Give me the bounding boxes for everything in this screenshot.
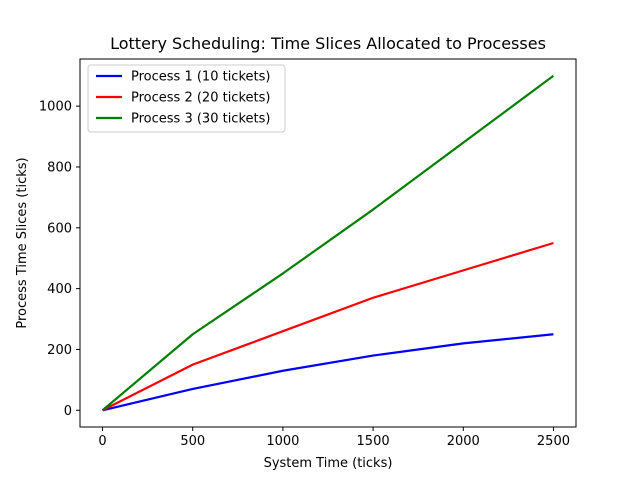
plot-frame — [79, 58, 577, 428]
series-line-process-2 — [102, 241, 554, 412]
legend-label-process-2: Process 2 (20 tickets) — [131, 91, 270, 106]
series-layer — [101, 74, 555, 412]
x-axis-ticks: 0 500 1000 1500 2000 2500 — [98, 427, 570, 449]
y-axis-label: Process Time Slices (ticks) — [15, 157, 30, 328]
x-tick-label: 2500 — [537, 434, 570, 449]
legend-label-process-3: Process 3 (30 tickets) — [131, 112, 270, 127]
x-tick-label: 1500 — [357, 434, 390, 449]
x-tick-label: 0 — [98, 434, 106, 449]
y-axis-ticks: 0 200 400 600 800 1000 — [39, 100, 80, 419]
series-line-process-3 — [101, 74, 555, 412]
legend-box — [87, 64, 286, 133]
legend: Process 1 (10 tickets) Process 2 (20 tick… — [87, 64, 286, 133]
x-tick-label: 500 — [180, 434, 205, 449]
x-tick-label: 2000 — [447, 434, 480, 449]
y-tick-label: 600 — [47, 221, 72, 236]
legend-label-process-1: Process 1 (10 tickets) — [131, 70, 270, 85]
series-line-process-1 — [102, 333, 554, 412]
y-tick-label: 1000 — [39, 100, 72, 115]
x-axis-label: System Time (ticks) — [264, 456, 393, 471]
y-tick-label: 200 — [47, 343, 72, 358]
chart-title: Lottery Scheduling: Time Slices Allocate… — [110, 34, 546, 53]
y-tick-label: 800 — [47, 160, 72, 175]
y-tick-label: 400 — [47, 282, 72, 297]
y-tick-label: 0 — [64, 404, 72, 419]
x-tick-label: 1000 — [266, 434, 299, 449]
